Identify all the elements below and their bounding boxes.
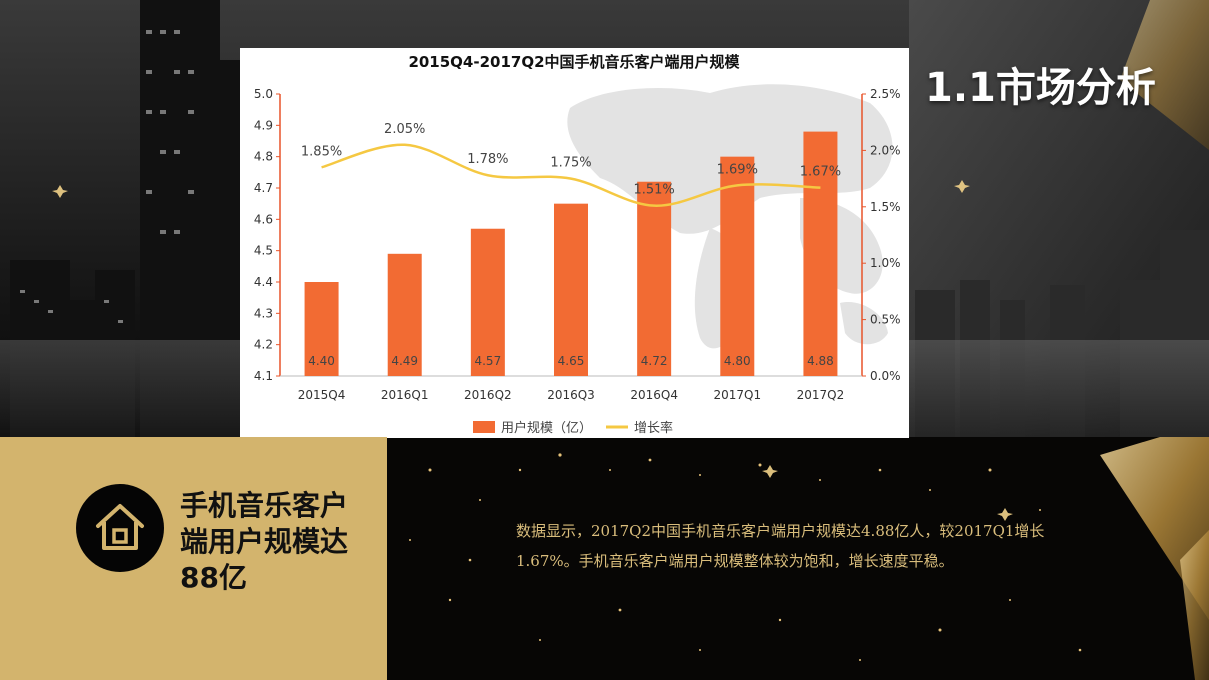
- x-axis-tick-label: 2017Q1: [713, 388, 761, 402]
- chart-panel: 2015Q4-2017Q2中国手机音乐客户端用户规模 5.0 4.9 4.8 4.7 4…: [240, 48, 909, 438]
- bar-value-label: 4.40: [308, 354, 335, 368]
- legend-bar-label: 用户规模（亿）: [501, 420, 592, 436]
- growth-value-label: 1.85%: [301, 144, 342, 159]
- home-badge: [76, 484, 164, 572]
- left-axis-tick-label: 4.5: [254, 244, 273, 258]
- growth-value-labels: 1.85% 2.05% 1.78% 1.75% 1.51% 1.69% 1.67%: [301, 122, 841, 198]
- bar: [637, 181, 672, 376]
- growth-value-label: 1.75%: [550, 156, 591, 171]
- left-axis-tick-label: 4.7: [254, 181, 273, 195]
- x-axis: 2015Q4 2016Q1 2016Q2 2016Q3 2016Q4 2017Q1 2017…: [280, 375, 862, 402]
- right-axis-tick-label: 1.0%: [870, 256, 901, 270]
- bar: [304, 282, 339, 376]
- bar-series: [304, 131, 838, 376]
- right-axis-tick-label: 0.0%: [870, 369, 901, 383]
- left-axis-tick-label: 5.0: [254, 87, 273, 101]
- bar-value-label: 4.49: [391, 354, 418, 368]
- left-axis-tick-label: 4.9: [254, 118, 273, 132]
- x-axis-tick-label: 2016Q4: [630, 388, 678, 402]
- bar-value-label: 4.80: [724, 354, 751, 368]
- bar-value-label: 4.72: [641, 354, 668, 368]
- x-axis-tick-label: 2015Q4: [298, 388, 346, 402]
- description-text: 数据显示，2017Q2中国手机音乐客户端用户规模达4.88亿人，较2017Q1增…: [516, 516, 1146, 576]
- headline-line-2: 端用户规模达: [180, 525, 349, 558]
- section-title: 1.1市场分析: [925, 65, 1156, 111]
- bar: [720, 156, 755, 376]
- growth-value-label: 1.78%: [467, 152, 508, 167]
- description-line-1: 数据显示，2017Q2中国手机音乐客户端用户规模达4.88亿人，较2017Q1增…: [516, 522, 1045, 540]
- headline-line-1: 手机音乐客户: [180, 489, 349, 522]
- user-scale-chart: 2015Q4-2017Q2中国手机音乐客户端用户规模 5.0 4.9 4.8 4.7 4…: [254, 53, 901, 436]
- chart-title: 2015Q4-2017Q2中国手机音乐客户端用户规模: [408, 53, 740, 71]
- right-y-axis: 2.5% 2.0% 1.5% 1.0% 0.5% 0.0%: [861, 87, 901, 383]
- x-axis-tick-label: 2016Q3: [547, 388, 595, 402]
- bar-value-label: 4.65: [558, 354, 585, 368]
- chart-legend: 用户规模（亿） 增长率: [473, 420, 673, 436]
- bar: [803, 131, 838, 376]
- bar: [387, 253, 422, 376]
- headline-line-3: 88亿: [180, 561, 247, 594]
- legend-bar-swatch: [473, 421, 495, 433]
- bar: [470, 228, 505, 376]
- headline: 手机音乐客户 端用户规模达 88亿: [180, 488, 385, 596]
- growth-line-series: [321, 143, 821, 207]
- left-axis-tick-label: 4.6: [254, 212, 273, 226]
- left-axis-tick-label: 4.2: [254, 338, 273, 352]
- x-axis-tick-label: 2017Q2: [797, 388, 845, 402]
- growth-value-label: 1.51%: [633, 183, 674, 198]
- bar-value-label: 4.88: [807, 354, 834, 368]
- right-axis-tick-label: 1.5%: [870, 200, 901, 214]
- left-axis-tick-label: 4.4: [254, 275, 273, 289]
- x-axis-tick-label: 2016Q1: [381, 388, 429, 402]
- growth-value-label: 1.69%: [717, 162, 758, 177]
- bar: [554, 203, 588, 376]
- growth-line: [321, 143, 821, 207]
- left-y-axis: 5.0 4.9 4.8 4.7 4.6 4.5 4.4 4.3 4.2 4.1: [254, 87, 281, 383]
- description-line-2: 1.67%。手机音乐客户端用户规模整体较为饱和，增长速度平稳。: [516, 552, 954, 570]
- right-axis-tick-label: 2.5%: [870, 87, 901, 101]
- growth-value-label: 2.05%: [384, 122, 425, 137]
- bar-value-label: 4.57: [474, 354, 501, 368]
- right-axis-tick-label: 2.0%: [870, 143, 901, 157]
- growth-value-label: 1.67%: [800, 165, 841, 180]
- left-axis-tick-label: 4.3: [254, 306, 273, 320]
- legend-line-label: 增长率: [634, 420, 673, 436]
- right-axis-tick-label: 0.5%: [870, 313, 901, 327]
- left-axis-tick-label: 4.8: [254, 150, 273, 164]
- bar-value-labels: 4.40 4.49 4.57 4.65 4.72 4.80 4.88: [308, 354, 834, 368]
- headline-panel: [0, 437, 387, 680]
- home-icon: [96, 504, 144, 550]
- x-axis-tick-label: 2016Q2: [464, 388, 512, 402]
- left-axis-tick-label: 4.1: [254, 369, 273, 383]
